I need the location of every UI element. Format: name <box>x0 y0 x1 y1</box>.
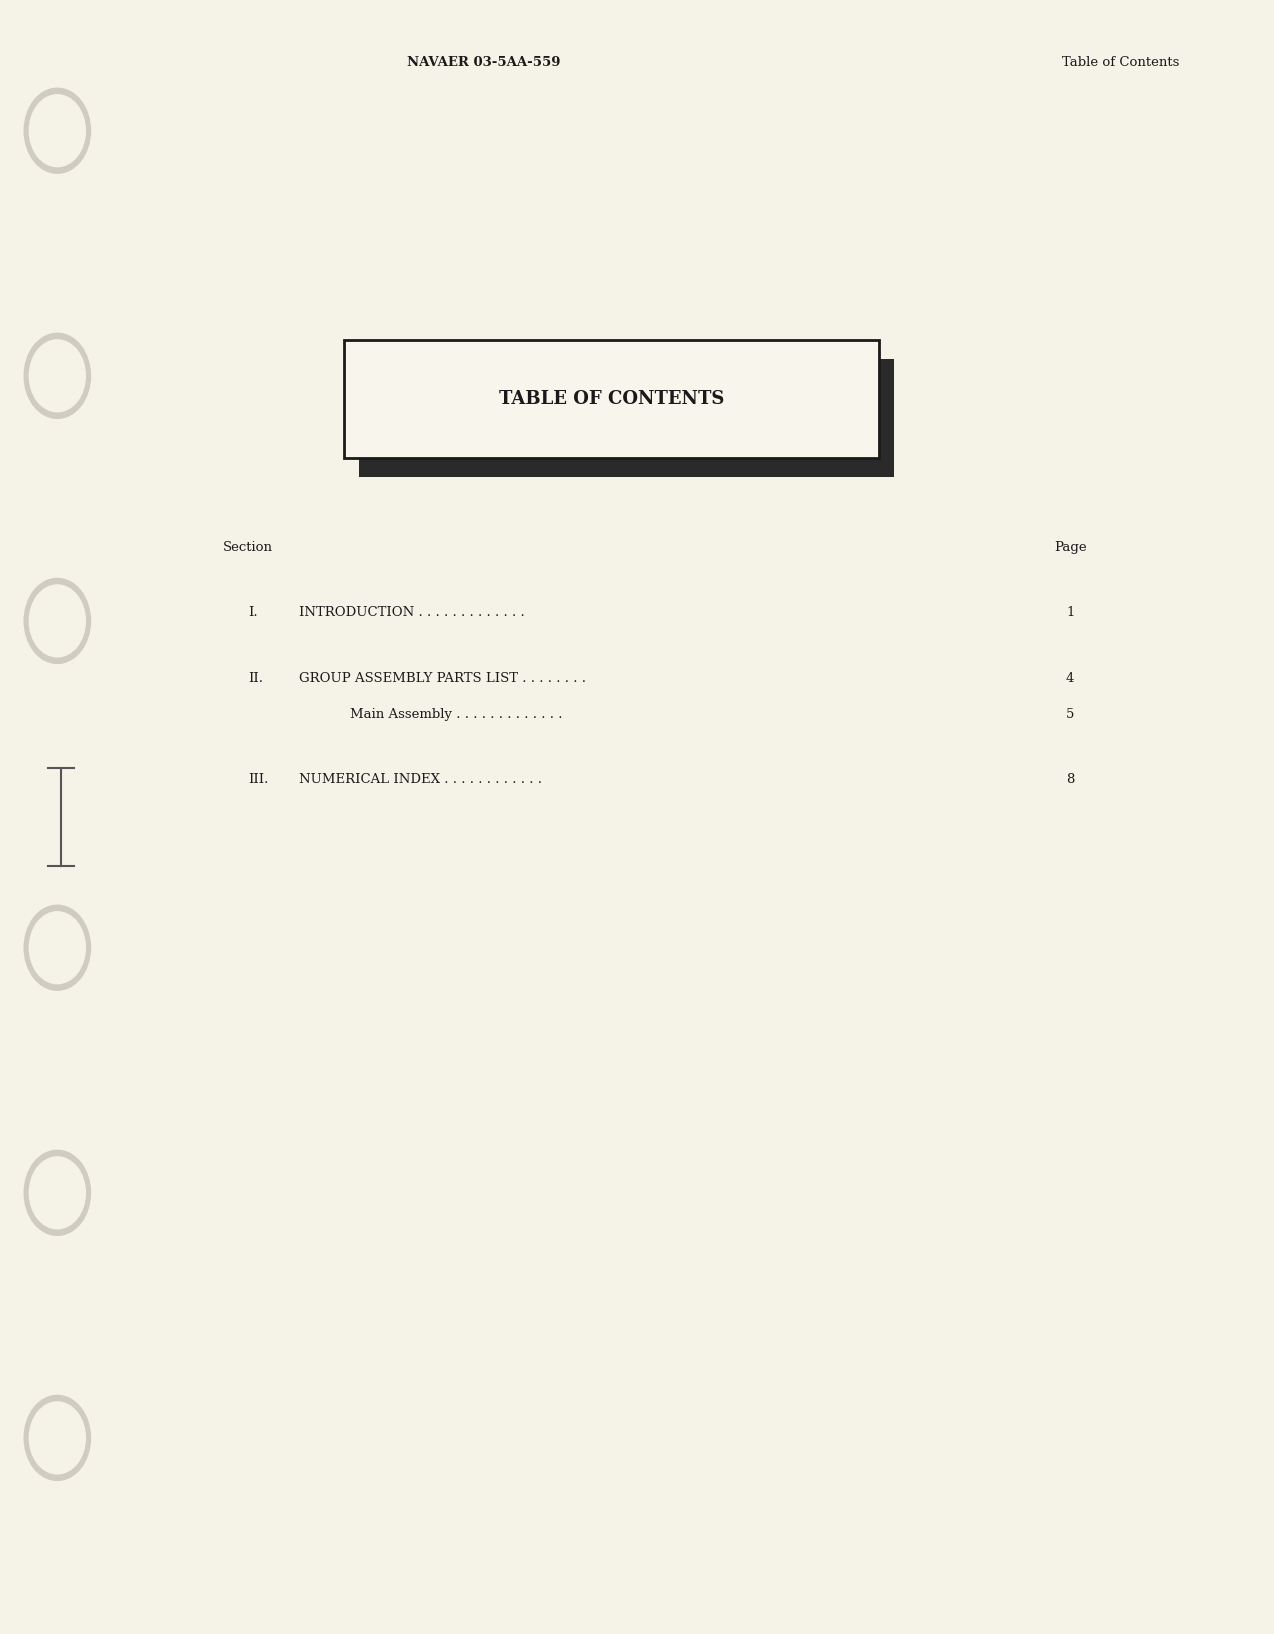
Text: II.: II. <box>248 672 264 685</box>
Circle shape <box>29 340 85 412</box>
Text: III.: III. <box>248 773 269 786</box>
Text: NUMERICAL INDEX . . . . . . . . . . . .: NUMERICAL INDEX . . . . . . . . . . . . <box>299 773 543 786</box>
Circle shape <box>24 578 90 663</box>
Circle shape <box>24 1395 90 1480</box>
Text: 4: 4 <box>1066 672 1074 685</box>
Text: TABLE OF CONTENTS: TABLE OF CONTENTS <box>499 389 724 408</box>
Circle shape <box>29 585 85 657</box>
Text: GROUP ASSEMBLY PARTS LIST . . . . . . . .: GROUP ASSEMBLY PARTS LIST . . . . . . . … <box>299 672 586 685</box>
FancyBboxPatch shape <box>359 359 894 477</box>
FancyBboxPatch shape <box>344 340 879 458</box>
Circle shape <box>29 912 85 984</box>
Circle shape <box>24 333 90 418</box>
Circle shape <box>24 905 90 990</box>
Text: 1: 1 <box>1066 606 1074 619</box>
Text: 5: 5 <box>1066 708 1074 721</box>
Text: 8: 8 <box>1066 773 1074 786</box>
Circle shape <box>29 1157 85 1229</box>
Circle shape <box>29 1402 85 1474</box>
Text: Section: Section <box>223 541 273 554</box>
Text: INTRODUCTION . . . . . . . . . . . . .: INTRODUCTION . . . . . . . . . . . . . <box>299 606 525 619</box>
Circle shape <box>24 1150 90 1235</box>
Text: NAVAER 03-5AA-559: NAVAER 03-5AA-559 <box>408 56 561 69</box>
Text: I.: I. <box>248 606 259 619</box>
Circle shape <box>24 88 90 173</box>
Text: Main Assembly . . . . . . . . . . . . .: Main Assembly . . . . . . . . . . . . . <box>350 708 563 721</box>
Text: Table of Contents: Table of Contents <box>1063 56 1180 69</box>
Text: Page: Page <box>1054 541 1087 554</box>
Circle shape <box>29 95 85 167</box>
